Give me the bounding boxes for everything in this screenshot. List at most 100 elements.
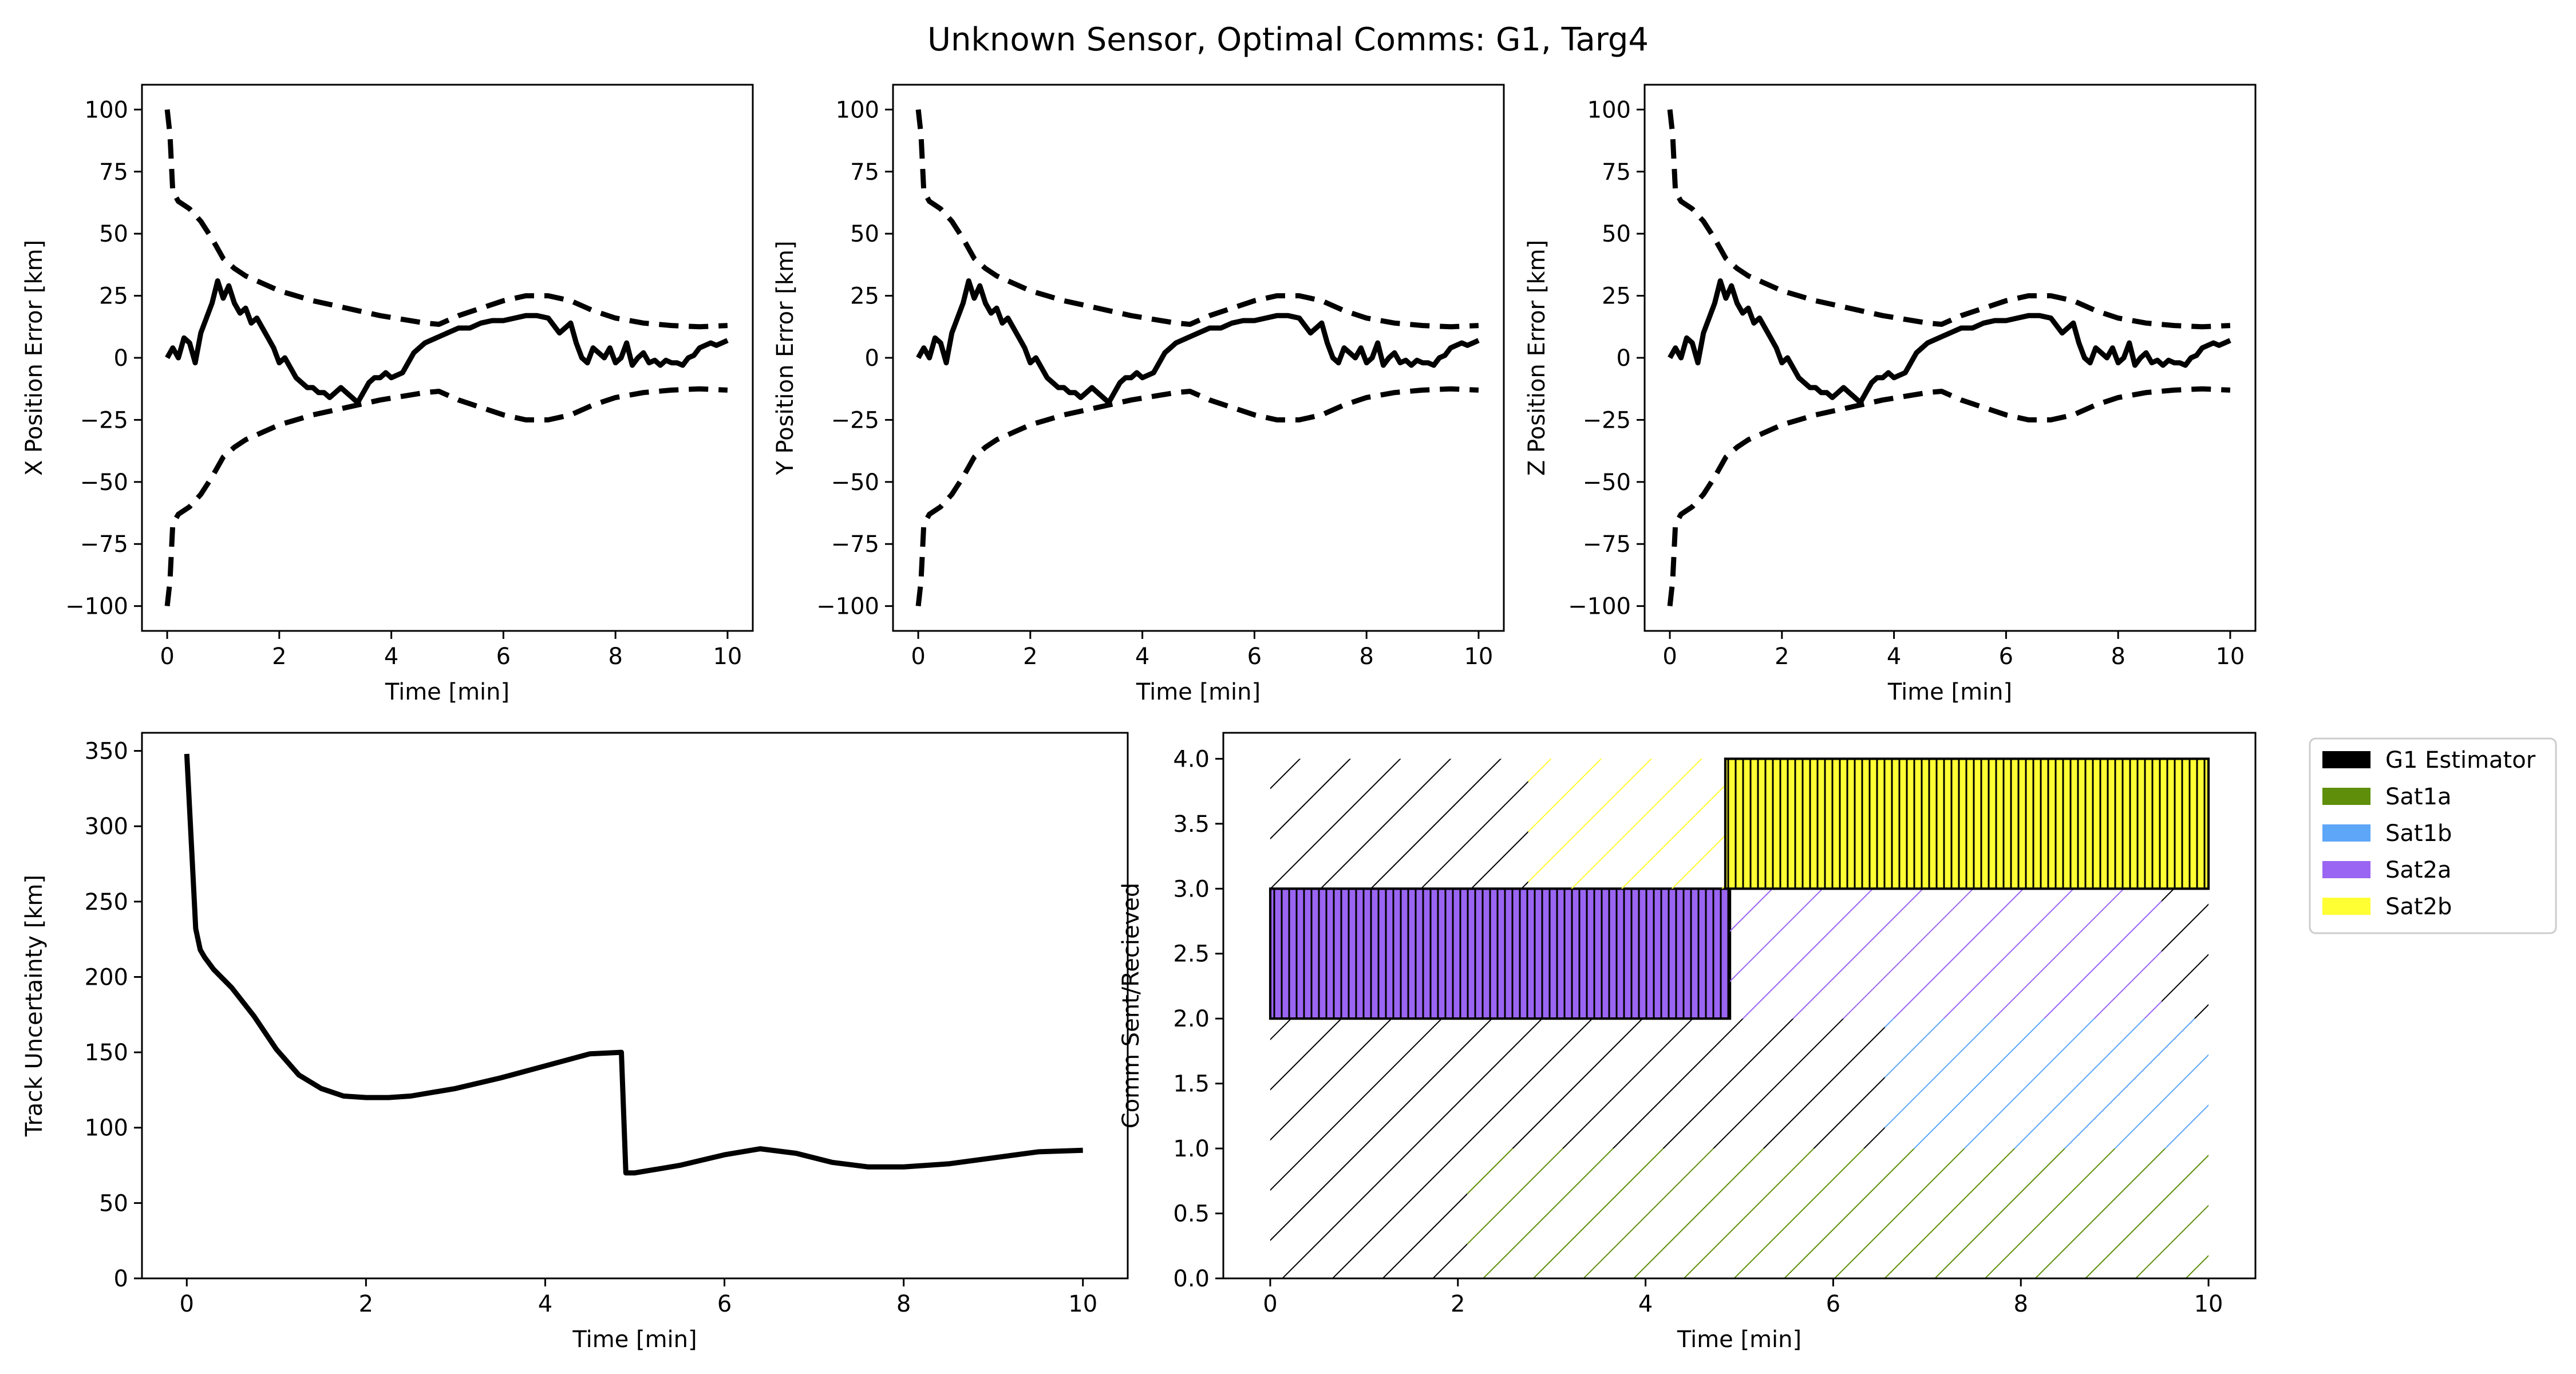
x-tick-label: 10: [1068, 1291, 1097, 1317]
y-axis-label: X Position Error [km]: [21, 240, 48, 476]
y-tick-label: 3.0: [1173, 876, 1210, 902]
y-tick-label: 2.0: [1173, 1006, 1210, 1032]
comm-bar: [1467, 1148, 2209, 1278]
x-tick-label: 0: [1263, 1291, 1277, 1317]
x-axis-label: Time [min]: [385, 679, 509, 705]
y-tick-label: 0: [114, 1266, 128, 1292]
chart-y-err: 0 2 4 6 8 10 −100 −75 −50 −25 0 25 50 75 100 Time [min]…: [772, 84, 1505, 705]
y-tick-label: 100: [1587, 97, 1631, 123]
x-tick-label: 4: [1135, 643, 1149, 670]
x-tick-label: 6: [1247, 643, 1262, 670]
y-tick-label: −50: [1583, 469, 1631, 496]
y-tick-label: 2.5: [1173, 941, 1210, 968]
legend-entry: Sat2a: [2385, 857, 2452, 883]
x-axis-label: Time [min]: [1677, 1326, 1801, 1353]
y-tick-label: 25: [99, 283, 128, 310]
y-tick-label: 0: [865, 345, 879, 372]
y-tick-label: −50: [831, 469, 879, 496]
x-tick-label: 6: [496, 643, 511, 670]
y-tick-label: −25: [80, 407, 128, 433]
x-tick-label: 10: [713, 643, 742, 670]
x-tick-label: 2: [359, 1291, 373, 1317]
y-tick-label: 0.5: [1173, 1201, 1210, 1227]
legend-entry: G1 Estimator: [2385, 747, 2536, 773]
x-tick-label: 6: [1826, 1291, 1840, 1317]
x-tick-label: 4: [384, 643, 398, 670]
x-axis-label: Time [min]: [1887, 679, 2012, 705]
legend-swatch: [2322, 824, 2370, 842]
series-line-bound-2: [1667, 386, 2231, 607]
legend-swatch: [2322, 788, 2370, 805]
y-tick-label: −75: [1583, 531, 1631, 558]
series-line-bound-2: [915, 386, 1479, 607]
axes-frame: [1643, 84, 2257, 632]
chart-z-err: 0 2 4 6 8 10 −100 −75 −50 −25 0 25 50 75 100 Time [min]…: [1524, 84, 2257, 705]
series-line-bound-1: [1667, 109, 2231, 330]
x-tick-label: 2: [1023, 643, 1037, 670]
x-tick-label: 2: [272, 643, 286, 670]
series-line-error: [1668, 278, 2231, 405]
axes-frame: [141, 732, 1129, 1280]
y-axis-label: Z Position Error [km]: [1524, 240, 1550, 476]
comm-bar: [1270, 1018, 1885, 1149]
x-axis-label: Time [min]: [1136, 679, 1261, 705]
x-tick-label: 2: [1451, 1291, 1465, 1317]
legend-swatch: [2322, 751, 2370, 768]
x-tick-label: 10: [2215, 643, 2245, 670]
y-tick-label: 250: [85, 889, 128, 915]
y-axis-label: Comm Sent/Recieved: [1118, 883, 1144, 1129]
legend-entry: Sat1a: [2385, 784, 2452, 810]
series-line-error: [184, 753, 1083, 1176]
x-tick-label: 4: [538, 1291, 552, 1317]
y-tick-label: 0.0: [1173, 1266, 1210, 1292]
x-tick-label: 0: [1662, 643, 1677, 670]
y-tick-label: −25: [1583, 407, 1631, 433]
x-tick-label: 0: [911, 643, 925, 670]
comm-bar: [1884, 1018, 2209, 1149]
comm-bar: [1270, 1148, 1468, 1278]
y-tick-label: 50: [99, 221, 128, 247]
y-tick-label: 25: [850, 283, 879, 310]
y-tick-label: 100: [836, 97, 879, 123]
comm-bar-hatch: [1269, 887, 1732, 1020]
x-tick-label: 2: [1775, 643, 1789, 670]
comm-bar: [1270, 759, 1528, 889]
y-tick-label: 75: [1602, 159, 1631, 185]
x-axis-label: Time [min]: [572, 1326, 697, 1353]
y-tick-label: −75: [831, 531, 879, 558]
x-tick-label: 6: [717, 1291, 732, 1317]
y-tick-label: 25: [1602, 283, 1631, 310]
x-tick-label: 10: [1464, 643, 1493, 670]
axes-frame: [141, 84, 754, 632]
x-tick-label: 8: [896, 1291, 911, 1317]
y-tick-label: 150: [85, 1040, 128, 1066]
y-tick-label: 3.5: [1173, 811, 1210, 838]
y-tick-label: −75: [80, 531, 128, 558]
y-tick-label: 1.5: [1173, 1071, 1210, 1097]
comm-bar: [2162, 889, 2209, 1019]
axes-frame: [892, 84, 1505, 632]
x-tick-label: 0: [160, 643, 174, 670]
x-tick-label: 8: [2111, 643, 2125, 670]
comm-bar-hatch: [1724, 757, 2210, 890]
x-tick-label: 0: [180, 1291, 194, 1317]
y-tick-label: −100: [816, 594, 879, 620]
y-tick-label: −25: [831, 407, 879, 433]
comm-bar: [1528, 759, 1725, 889]
y-tick-label: 300: [85, 814, 128, 840]
y-tick-label: 100: [85, 1115, 128, 1142]
chart-x-err: 0 2 4 6 8 10 −100 −75 −50 −25 0 25 50 75 100 Time [min]…: [21, 84, 754, 705]
y-tick-label: −50: [80, 469, 128, 496]
series-line-bound-2: [164, 386, 728, 607]
y-tick-label: −100: [65, 594, 128, 620]
x-tick-label: 6: [1999, 643, 2013, 670]
x-tick-label: 4: [1887, 643, 1901, 670]
comm-bar: [1730, 889, 2162, 1019]
series-line-bound-1: [164, 109, 728, 330]
series-line-bound-1: [915, 109, 1479, 330]
x-tick-label: 8: [2014, 1291, 2028, 1317]
x-tick-label: 10: [2194, 1291, 2223, 1317]
legend-entry: Sat2b: [2385, 894, 2452, 920]
